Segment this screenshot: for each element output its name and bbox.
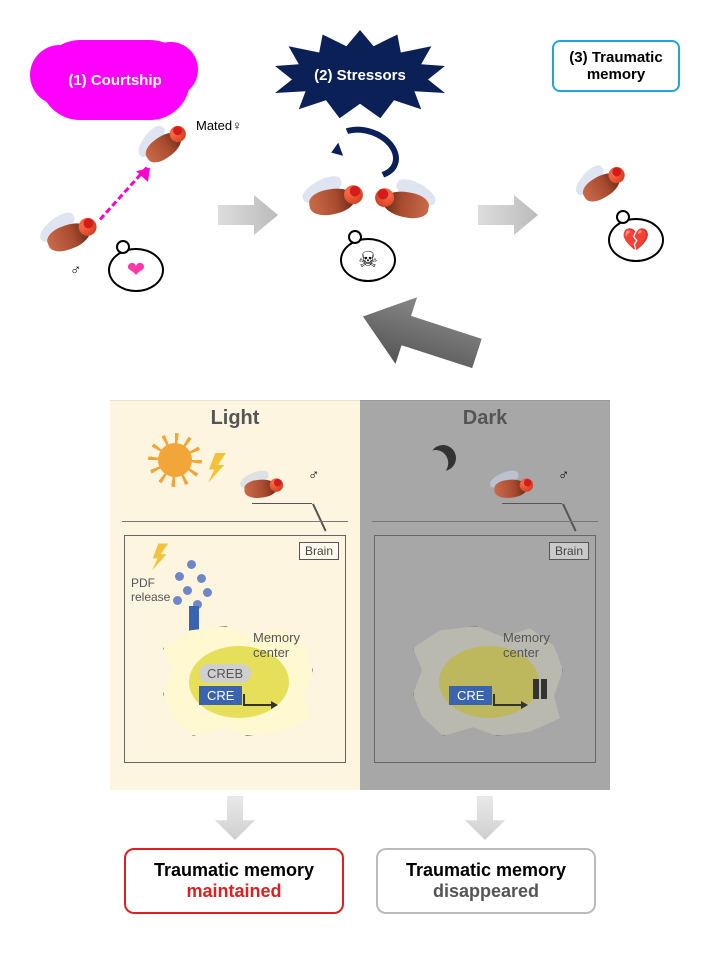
- fly-stressor-a: [294, 168, 375, 230]
- memory-center-label-light: Memory center: [253, 630, 300, 660]
- skull-bubble: ☠: [340, 238, 396, 282]
- brain-label-light: Brain: [299, 542, 339, 560]
- courtship-arrow: [99, 166, 148, 220]
- heart-icon: ❤: [127, 257, 145, 283]
- pdf-dot: [187, 560, 196, 569]
- mated-female-label: Mated♀: [196, 118, 242, 133]
- courtship-cloud: (1) Courtship: [40, 40, 190, 120]
- transcription-arrow: [243, 688, 279, 706]
- out-arrow-light: [215, 796, 255, 840]
- creb-label: CREB: [199, 664, 251, 683]
- male-symbol-dark: ♂: [558, 467, 569, 484]
- out-arrow-dark: [465, 796, 505, 840]
- pdf-release-label: PDF release: [131, 576, 170, 604]
- neuron-light: Memory center CREB CRE: [143, 616, 333, 751]
- male-fly-courtship: [30, 199, 112, 268]
- light-fly: [235, 467, 290, 507]
- traumatic-memory-label: (3) Traumatic memory: [569, 49, 662, 83]
- pdf-dot: [203, 588, 212, 597]
- light-panel: Light ♂ Brain PDF release Memory center …: [110, 400, 360, 790]
- panel-divider-dark: [372, 521, 598, 522]
- panel-divider-light: [122, 521, 348, 522]
- dark-fly: [485, 467, 540, 507]
- sun-icon: [158, 443, 192, 477]
- dark-title: Dark: [360, 401, 610, 430]
- pdf-dot: [175, 572, 184, 581]
- transcription-arrow-blocked: [493, 688, 529, 706]
- fly-stressor-b: [362, 171, 443, 233]
- pdf-dot: [173, 596, 182, 605]
- arrow-2-3: [478, 195, 538, 235]
- pdf-dot: [197, 574, 206, 583]
- broken-heart-bubble: 💔: [608, 218, 664, 262]
- result-light-line1: Traumatic memory: [134, 860, 334, 881]
- broken-heart-icon: 💔: [622, 227, 649, 253]
- light-title: Light: [110, 401, 360, 430]
- result-dark: Traumatic memory disappeared: [376, 848, 596, 914]
- fly-traumatic: [565, 150, 641, 219]
- memory-center-label-dark: Memory center: [503, 630, 550, 660]
- result-dark-line1: Traumatic memory: [386, 860, 586, 881]
- stressors-starburst: (2) Stressors: [275, 30, 445, 120]
- transcription-block: [533, 679, 539, 699]
- perch-light: [252, 503, 312, 504]
- brain-label-dark: Brain: [549, 542, 589, 560]
- bolt-top: [208, 453, 226, 483]
- stressors-label: (2) Stressors: [314, 67, 406, 84]
- neuron-dark: Memory center CRE: [393, 616, 583, 751]
- brain-frame-light: Brain PDF release Memory center CREB CRE: [124, 535, 346, 763]
- big-down-arrow: [352, 283, 488, 387]
- cre-label-light: CRE: [199, 686, 242, 705]
- result-dark-line2: disappeared: [386, 881, 586, 902]
- arrow-1-2: [218, 195, 278, 235]
- dark-panel: Dark ♂ Brain Memory center CRE: [360, 400, 610, 790]
- heart-bubble: ❤: [108, 248, 164, 292]
- moon-icon: [426, 441, 459, 474]
- perch-dark: [502, 503, 562, 504]
- skull-icon: ☠: [358, 247, 378, 273]
- courtship-label: (1) Courtship: [68, 72, 161, 89]
- pdf-dot: [183, 586, 192, 595]
- brain-frame-dark: Brain Memory center CRE: [374, 535, 596, 763]
- result-light-line2: maintained: [134, 881, 334, 902]
- traumatic-memory-box: (3) Traumatic memory: [552, 40, 680, 92]
- cre-label-dark: CRE: [449, 686, 492, 705]
- male-symbol-1: ♂: [70, 262, 81, 279]
- result-light: Traumatic memory maintained: [124, 848, 344, 914]
- bolt-bottom: [152, 544, 168, 571]
- male-symbol-light: ♂: [308, 467, 319, 484]
